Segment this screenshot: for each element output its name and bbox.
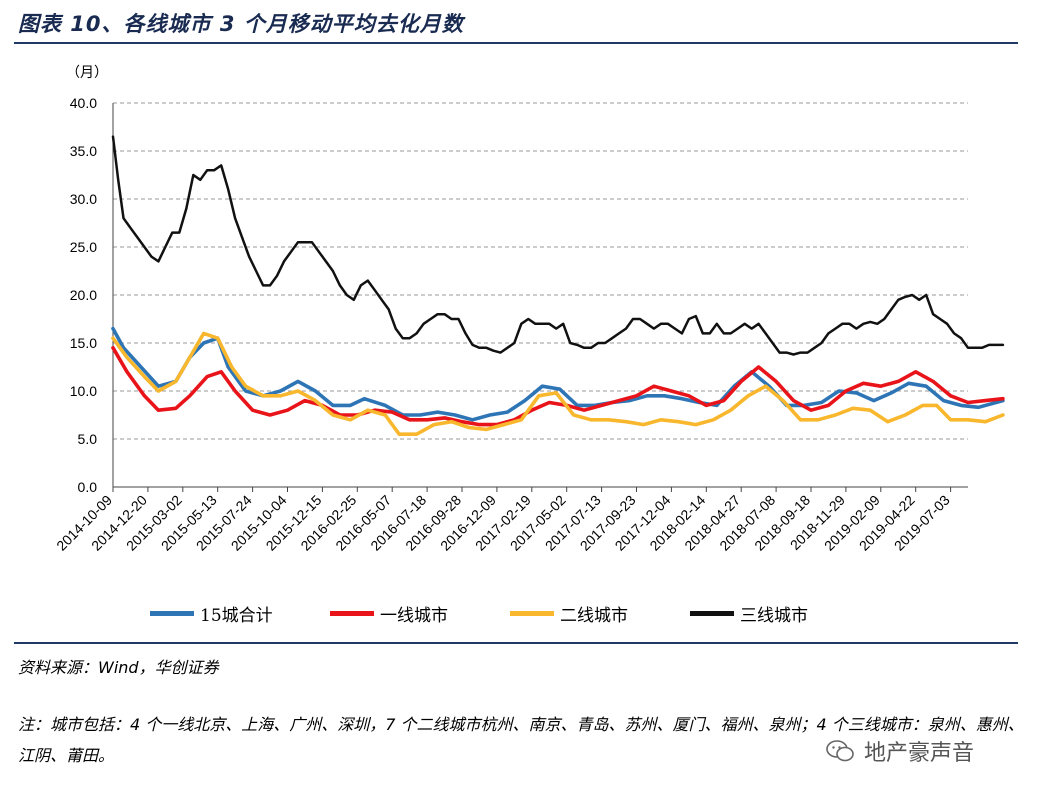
- y-tick-label: 35.0: [70, 143, 97, 159]
- legend-item: 三线城市: [690, 601, 808, 626]
- legend-item: 15城合计: [150, 601, 273, 626]
- legend-item: 一线城市: [330, 601, 448, 626]
- watermark: 地产豪声音: [826, 735, 974, 767]
- footer-rule: [14, 642, 1018, 644]
- legend-label: 15城合计: [200, 605, 273, 626]
- y-tick-label: 30.0: [70, 191, 97, 207]
- y-tick-label: 0.0: [78, 479, 98, 495]
- chart-title: 图表 10、各线城市 3 个月移动平均去化月数: [18, 12, 464, 36]
- city-note: 注：城市包括：4 个一线北京、上海、广州、深圳，7 个二线城市杭州、南京、青岛、…: [18, 715, 1024, 765]
- source-note: 资料来源：Wind，华创证券: [18, 658, 219, 677]
- legend-swatch: [150, 610, 194, 616]
- series-line-4: [111, 135, 1005, 356]
- watermark-text: 地产豪声音: [864, 741, 975, 766]
- legend-swatch: [330, 610, 374, 616]
- y-tick-label: 20.0: [70, 287, 97, 303]
- y-tick-label: 15.0: [70, 335, 97, 351]
- y-tick-label: 25.0: [70, 239, 97, 255]
- legend-swatch: [690, 610, 734, 616]
- series-line-2: [111, 346, 1005, 427]
- y-tick-label: 10.0: [70, 383, 97, 399]
- chart-legend: 15城合计 一线城市 二线城市 三线城市: [0, 601, 1052, 626]
- legend-label: 三线城市: [740, 605, 808, 626]
- y-axis-unit-label: （月）: [66, 65, 108, 81]
- wechat-icon: [826, 740, 854, 762]
- series-line-3: [111, 331, 1005, 436]
- line-chart: 0.05.010.015.020.025.030.035.040.02014-1…: [53, 95, 1005, 554]
- header-rule: [14, 42, 1018, 44]
- legend-swatch: [510, 610, 554, 616]
- legend-item: 二线城市: [510, 601, 628, 626]
- y-tick-label: 40.0: [70, 95, 97, 111]
- legend-label: 二线城市: [560, 605, 628, 626]
- y-tick-label: 5.0: [78, 431, 98, 447]
- legend-label: 一线城市: [380, 605, 448, 626]
